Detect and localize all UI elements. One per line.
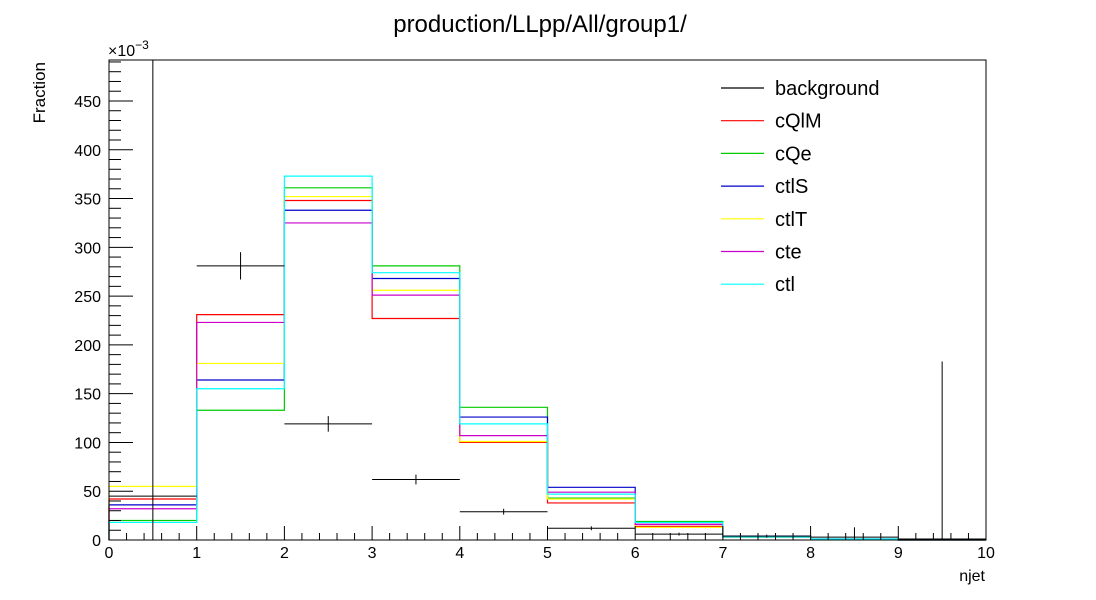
legend-entry-cQlM: cQlM [721, 111, 822, 133]
y-tick-label: 250 [74, 289, 101, 306]
x-tick-label: 0 [105, 545, 114, 562]
chart-title: production/LLpp/All/group1/ [393, 11, 687, 38]
series-ctl-histogram [108, 175, 986, 541]
y-tick-label: 400 [74, 143, 101, 160]
background-point-1 [196, 252, 285, 280]
y-tick-label: 100 [74, 435, 101, 452]
x-tick-label: 3 [368, 545, 377, 562]
legend-entry-cte: cte [721, 242, 802, 264]
y-axis-label: Fraction [30, 62, 49, 123]
y-axis-multiplier: ×10−3 [108, 38, 149, 60]
y-tick-label: 300 [74, 240, 101, 257]
legend-label: background [775, 78, 880, 100]
legend-label: ctl [775, 274, 795, 296]
legend-label: cQlM [775, 111, 822, 133]
x-axis-label: njet [959, 568, 985, 585]
background-point-3 [372, 474, 460, 485]
y-tick-label: 50 [83, 484, 101, 501]
background-point-8 [810, 527, 899, 540]
x-tick-label: 1 [192, 545, 201, 562]
background-point-5 [547, 526, 636, 531]
legend-entry-ctlS: ctlS [721, 176, 808, 198]
x-tick-label: 10 [977, 545, 995, 562]
legend-entry-ctlT: ctlT [721, 209, 807, 231]
y-tick-label: 0 [92, 533, 101, 550]
y-tick-label: 450 [74, 94, 101, 111]
x-tick-label: 2 [280, 545, 289, 562]
legend-label: cQe [775, 143, 812, 165]
background-point-7 [722, 534, 811, 538]
legend: background cQlM cQe ctlS ctlT cte ctl [721, 78, 880, 296]
y-tick-label: 350 [74, 192, 101, 209]
x-tick-label: 8 [806, 545, 815, 562]
background-point-0 [109, 60, 197, 540]
x-tick-label: 9 [894, 545, 903, 562]
x-tick-label: 4 [455, 545, 464, 562]
legend-entry-ctl: ctl [721, 274, 795, 296]
legend-label: ctlT [775, 209, 807, 231]
background-point-6 [635, 532, 723, 536]
legend-entry-background: background [721, 78, 880, 100]
y-tick-label: 200 [74, 338, 101, 355]
legend-label: cte [775, 242, 802, 264]
y-multiplier-base: ×10 [108, 43, 135, 60]
x-tick-label: 7 [718, 545, 727, 562]
y-tick-label: 150 [74, 387, 101, 404]
x-tick-label: 6 [631, 545, 640, 562]
background-point-2 [284, 416, 373, 432]
x-tick-label: 5 [543, 545, 552, 562]
legend-entry-cQe: cQe [721, 143, 812, 165]
background-point-9 [898, 361, 986, 540]
legend-label: ctlS [775, 176, 808, 198]
y-multiplier-exponent: −3 [135, 38, 149, 52]
plot-area [108, 60, 986, 541]
background-point-4 [459, 508, 548, 515]
